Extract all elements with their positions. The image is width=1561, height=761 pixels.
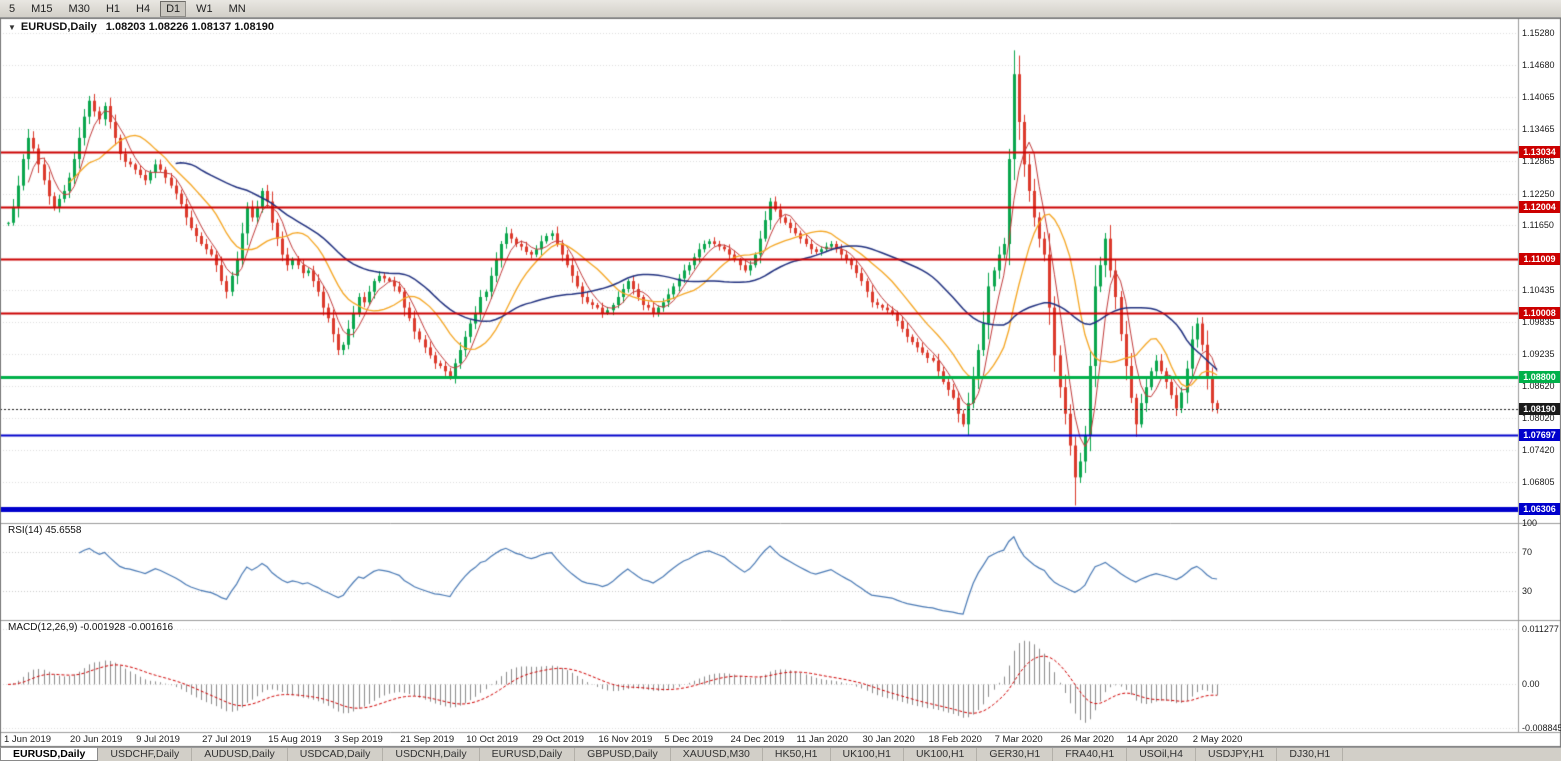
date-label-14: 18 Feb 2020 (928, 734, 982, 745)
date-label-6: 21 Sep 2019 (400, 734, 455, 745)
date-label-9: 16 Nov 2019 (598, 734, 653, 745)
chart-tab-8-hk50-h1[interactable]: HK50,H1 (763, 748, 831, 761)
chart-tab-15-dj30-h1[interactable]: DJ30,H1 (1277, 748, 1344, 761)
chart-region: ▼ EURUSD,Daily 1.08203 1.08226 1.08137 1.… (0, 18, 1561, 747)
chart-tab-14-usdjpy-h1[interactable]: USDJPY,H1 (1196, 748, 1278, 761)
date-label-13: 30 Jan 2020 (862, 734, 915, 745)
timeframe-button-w1[interactable]: W1 (196, 2, 213, 15)
date-label-15: 7 Mar 2020 (994, 734, 1043, 745)
date-label-18: 2 May 2020 (1192, 734, 1243, 745)
date-label-10: 5 Dec 2019 (664, 734, 713, 745)
price-chart-canvas[interactable] (0, 18, 1561, 747)
timeframe-toolbar: 5 M15 M30 H1 H4 D1 W1 MN (0, 0, 1561, 18)
date-label-12: 11 Jan 2020 (796, 734, 849, 745)
chart-tabbar: EURUSD,Daily USDCHF,Daily AUDUSD,Daily USDC… (0, 747, 1561, 761)
chart-tab-1-usdchf-daily[interactable]: USDCHF,Daily (98, 748, 193, 761)
date-label-11: 24 Dec 2019 (730, 734, 785, 745)
chart-tab-5-eurusd-daily[interactable]: EURUSD,Daily (480, 748, 576, 761)
chart-tab-7-xauusd-m30[interactable]: XAUUSD,M30 (671, 748, 763, 761)
chart-tab-6-gbpusd-daily[interactable]: GBPUSD,Daily (575, 748, 671, 761)
timeframe-button-m15[interactable]: M15 (31, 2, 53, 15)
chart-title: ▼ EURUSD,Daily 1.08203 1.08226 1.08137 1.… (8, 21, 274, 33)
time-axis[interactable]: 1 Jun 2019 20 Jun 2019 9 Jul 2019 27 Jul 20… (0, 732, 1518, 747)
chart-tab-9-uk100-h1[interactable]: UK100,H1 (831, 748, 904, 761)
timeframe-button-m30[interactable]: M30 (68, 2, 90, 15)
collapse-arrow-icon[interactable]: ▼ (8, 23, 16, 32)
date-label-5: 3 Sep 2019 (334, 734, 383, 745)
date-label-2: 9 Jul 2019 (136, 734, 180, 745)
macd-indicator-label: MACD(12,26,9) -0.001928 -0.001616 (8, 622, 174, 633)
date-label-0: 1 Jun 2019 (4, 734, 52, 745)
date-label-4: 15 Aug 2019 (268, 734, 322, 745)
timeframe-button-h4[interactable]: H4 (136, 2, 151, 15)
chart-tab-11-ger30-h1[interactable]: GER30,H1 (977, 748, 1054, 761)
chart-tab-13-usoil-h4[interactable]: USOil,H4 (1127, 748, 1196, 761)
date-label-1: 20 Jun 2019 (70, 734, 123, 745)
chart-tab-2-audusd-daily[interactable]: AUDUSD,Daily (192, 748, 288, 761)
chart-tab-0-eurusd-daily[interactable]: EURUSD,Daily (0, 748, 99, 761)
chart-tab-4-usdcnh-daily[interactable]: USDCNH,Daily (383, 748, 480, 761)
chart-tab-12-fra40-h1[interactable]: FRA40,H1 (1053, 748, 1128, 761)
date-label-8: 29 Oct 2019 (532, 734, 585, 745)
timeframe-button-h1[interactable]: H1 (105, 2, 120, 15)
rsi-indicator-label: RSI(14) 45.6558 (8, 525, 82, 536)
chart-tab-10-uk100-h1[interactable]: UK100,H1 (904, 748, 978, 761)
date-label-17: 14 Apr 2020 (1126, 734, 1178, 745)
date-label-7: 10 Oct 2019 (466, 734, 519, 745)
chart-tab-3-usdcad-daily[interactable]: USDCAD,Daily (288, 748, 384, 761)
symbol-timeframe-label: EURUSD,Daily (20, 21, 97, 33)
date-label-3: 27 Jul 2019 (202, 734, 252, 745)
timeframe-button-d1[interactable]: D1 (160, 0, 187, 17)
ohlc-values-label: 1.08203 1.08226 1.08137 1.08190 (105, 21, 274, 33)
date-label-16: 26 Mar 2020 (1060, 734, 1114, 745)
timeframe-button-5[interactable]: 5 (9, 2, 16, 15)
timeframe-button-mn[interactable]: MN (228, 2, 246, 15)
